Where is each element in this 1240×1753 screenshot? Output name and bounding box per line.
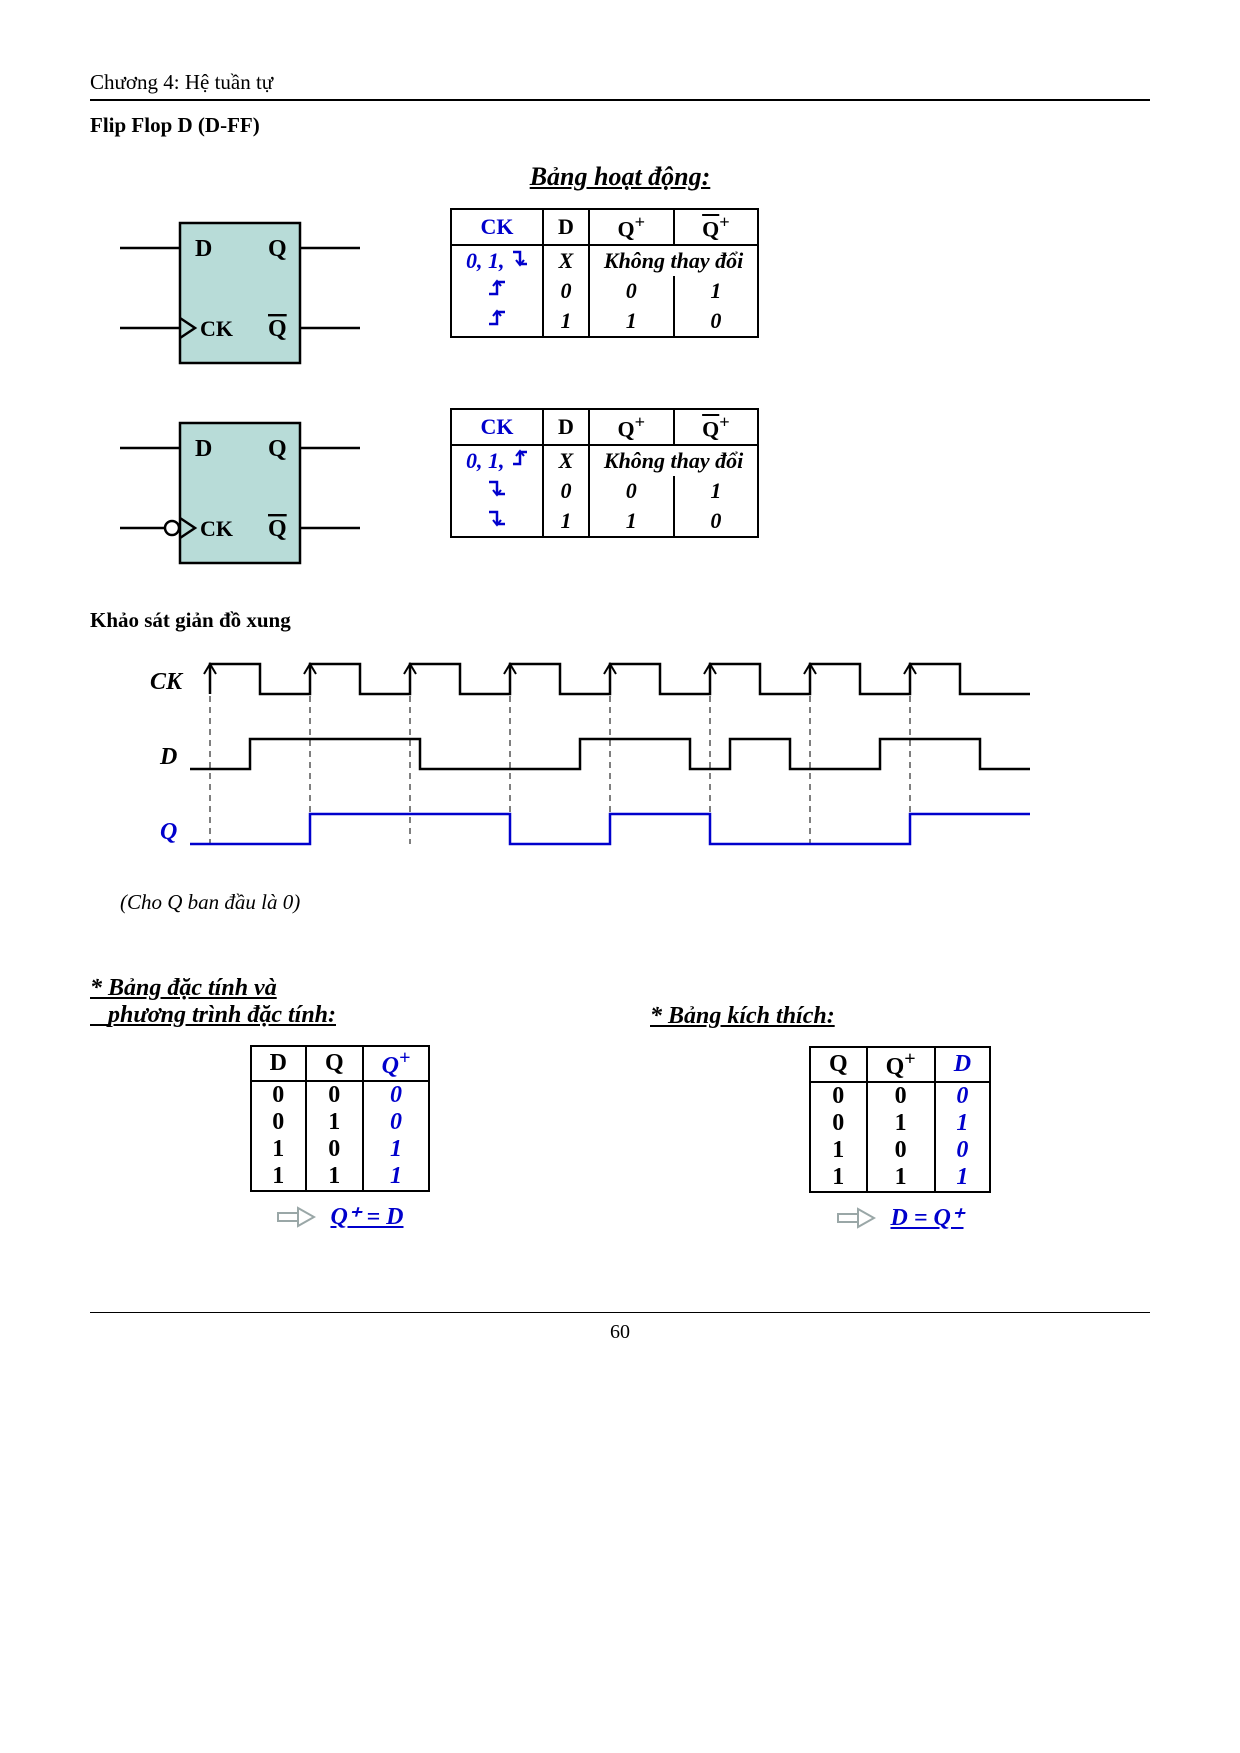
page-number: 60 bbox=[90, 1321, 1150, 1344]
svg-text:Q: Q bbox=[268, 516, 287, 542]
timing-caption: (Cho Q ban đầu là 0) bbox=[120, 890, 1150, 915]
svg-text:Q: Q bbox=[268, 436, 287, 462]
characteristic-table: D Q Q+ 000 010 101 111 bbox=[250, 1045, 431, 1192]
svg-text:D: D bbox=[195, 436, 212, 462]
activity-table-title: Bảng hoạt động: bbox=[90, 162, 1150, 192]
th-qpbar: Q+ bbox=[674, 209, 759, 245]
th-d: D bbox=[543, 209, 589, 245]
excitation-table: Q Q+ D 000 011 100 111 bbox=[809, 1046, 991, 1193]
svg-text:CK: CK bbox=[200, 516, 233, 541]
arrow-icon bbox=[836, 1205, 876, 1231]
timing-diagram: CK D Q (Cho Q ban đầu là 0) bbox=[120, 649, 1150, 915]
svg-text:Q: Q bbox=[160, 819, 177, 845]
svg-text:Q: Q bbox=[268, 316, 287, 342]
section-title: Flip Flop D (D-FF) bbox=[90, 113, 1150, 138]
excitation-table-section: * Bảng kích thích: Q Q+ D 000 011 100 11… bbox=[650, 975, 1150, 1232]
truth-table-falling: CK D Q+ Q+ 0, 1, X Không thay đổi 0 bbox=[450, 408, 759, 538]
char-equation: Q⁺ = D bbox=[90, 1202, 590, 1231]
th-qp: Q+ bbox=[589, 209, 674, 245]
svg-text:D: D bbox=[159, 744, 177, 770]
svg-text:Q: Q bbox=[268, 236, 287, 262]
footer-rule bbox=[90, 1312, 1150, 1313]
dff-rising-symbol: D Q CK Q bbox=[110, 208, 370, 378]
excite-equation: D = Q⁺ bbox=[650, 1203, 1150, 1232]
dff-falling-symbol: D Q CK Q bbox=[110, 408, 370, 578]
timing-heading: Khảo sát giản đồ xung bbox=[90, 608, 1150, 633]
characteristic-table-section: * Bảng đặc tính và phương trình đặc tính… bbox=[90, 975, 590, 1232]
th-ck: CK bbox=[451, 209, 543, 245]
svg-text:CK: CK bbox=[150, 669, 184, 695]
svg-text:CK: CK bbox=[200, 316, 233, 341]
truth-table-rising: CK D Q+ Q+ 0, 1, X Không thay đổi 0 bbox=[450, 208, 759, 338]
chapter-header: Chương 4: Hệ tuần tự bbox=[90, 70, 1150, 101]
row-rising: D Q CK Q CK D Q+ Q+ 0, 1, X Khô bbox=[90, 208, 1150, 378]
svg-text:D: D bbox=[195, 236, 212, 262]
arrow-icon bbox=[276, 1204, 316, 1230]
row-falling: D Q CK Q CK D Q+ Q+ 0, 1, X Khô bbox=[90, 408, 1150, 578]
